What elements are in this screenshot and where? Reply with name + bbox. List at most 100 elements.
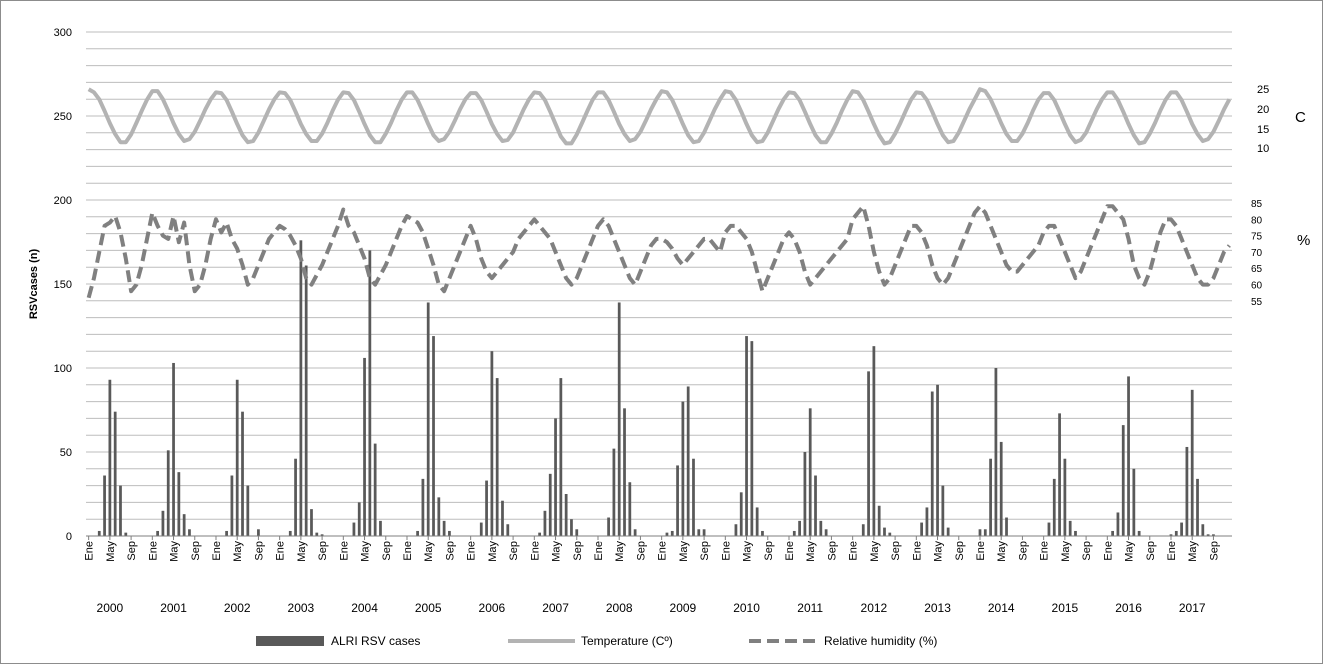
bar (564, 494, 568, 536)
x-year-label: 2010 (733, 601, 760, 615)
x-year-label: 2000 (97, 601, 124, 615)
x-year-label: 2001 (160, 601, 187, 615)
x-month-label: May (742, 541, 754, 562)
bar (156, 530, 160, 536)
bar (983, 529, 987, 536)
x-month-label: Ene (338, 541, 350, 561)
bar (188, 529, 191, 536)
bar (798, 520, 801, 536)
x-month-label: Ene (466, 541, 478, 561)
bar (257, 529, 260, 536)
x-month-label: Ene (657, 541, 669, 561)
bar (994, 368, 998, 536)
bar (1137, 530, 1141, 536)
x-month-label: Sep (826, 541, 838, 561)
bar (1180, 522, 1183, 536)
x-year-label: 2004 (351, 601, 378, 615)
x-month-label: Ene (1166, 541, 1178, 561)
bar (485, 480, 488, 536)
bar (575, 529, 579, 536)
bar (755, 507, 759, 536)
bar (1063, 458, 1067, 536)
bar (1074, 530, 1077, 536)
bar (246, 485, 250, 536)
bar (543, 510, 547, 536)
bar (230, 475, 234, 536)
x-year-label: 2015 (1052, 601, 1079, 615)
bar (368, 250, 372, 536)
bar-series (97, 240, 1215, 536)
legend: ALRI RSV cases Temperature (Cº) Relative… (256, 634, 937, 648)
bar (1127, 376, 1130, 536)
bar (623, 408, 626, 536)
x-year-label: 2016 (1115, 601, 1142, 615)
bar (697, 529, 701, 536)
x-year-label: 2012 (861, 601, 888, 615)
bar (702, 529, 706, 536)
x-month-label: Sep (635, 541, 647, 561)
bar (1212, 534, 1215, 536)
bar (930, 391, 934, 536)
x-year-label: 2003 (288, 601, 315, 615)
y-tick-label: 300 (54, 27, 72, 39)
bar (352, 522, 356, 536)
bar (108, 379, 112, 536)
bar (379, 520, 382, 536)
x-month-label: Sep (1145, 541, 1157, 561)
bar (681, 401, 685, 536)
x-month-label: May (805, 541, 817, 562)
x-month-label: May (105, 541, 117, 562)
bar (665, 532, 669, 536)
bar (548, 473, 552, 536)
humidity-tick-label: 80 (1251, 215, 1263, 226)
bar (119, 485, 122, 536)
bar (739, 492, 743, 536)
bar (888, 532, 892, 536)
y-tick-label: 200 (54, 195, 72, 207)
x-month-label: Ene (975, 541, 987, 561)
bar (617, 302, 621, 536)
x-month-label: Sep (890, 541, 902, 561)
x-year-label: 2006 (479, 601, 506, 615)
x-month-label: Sep (190, 541, 202, 561)
bar (989, 458, 992, 536)
bar (670, 530, 674, 536)
bar (448, 530, 451, 536)
bar (920, 522, 924, 536)
bar (304, 265, 308, 536)
y-tick-label: 150 (54, 279, 72, 291)
bar (1190, 389, 1194, 536)
x-month-label: May (487, 541, 499, 562)
bar (426, 302, 430, 536)
x-month-label: Sep (1081, 541, 1093, 561)
y-axis-ticks: 0 50 100 150 200 250 300 (54, 27, 72, 543)
y-tick-label: 0 (66, 531, 72, 543)
bar (437, 497, 441, 536)
bar (686, 386, 690, 536)
bar (570, 519, 573, 536)
x-month-label: Sep (699, 541, 711, 561)
x-month-label: May (1124, 541, 1136, 562)
x-month-label: Sep (381, 541, 393, 561)
humidity-tick-label: 85 (1251, 199, 1263, 210)
bar (357, 502, 361, 536)
bar (161, 510, 165, 536)
x-month-label: Ene (720, 541, 732, 561)
bar (978, 529, 982, 536)
bar (999, 441, 1003, 536)
x-month-label: May (360, 541, 372, 562)
x-year-label: 2017 (1179, 601, 1206, 615)
bar (925, 507, 929, 536)
x-month-label: Sep (126, 541, 138, 561)
x-month-label: Sep (763, 541, 775, 561)
x-month-label: Ene (529, 541, 541, 561)
x-year-label: 2007 (542, 601, 569, 615)
bar (877, 505, 881, 536)
x-month-label: May (232, 541, 244, 562)
bar (692, 458, 695, 536)
bar (315, 532, 319, 536)
humidity-tick-label: 75 (1251, 232, 1263, 243)
x-year-label: 2011 (797, 601, 823, 615)
